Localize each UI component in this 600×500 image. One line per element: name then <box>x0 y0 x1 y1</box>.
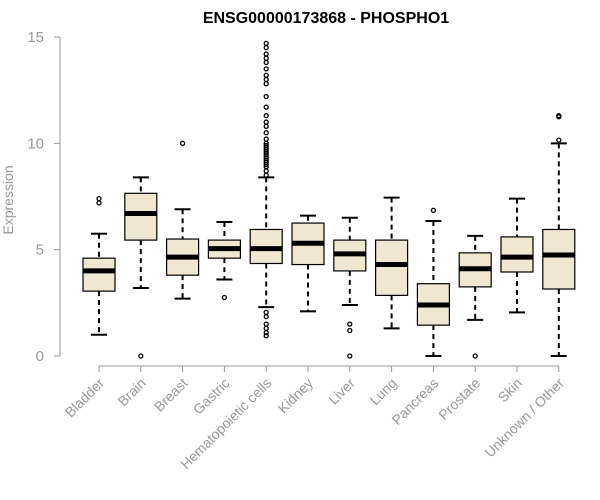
x-tick-label: Kidney <box>275 375 317 417</box>
outlier-point <box>263 113 269 119</box>
outlier-point <box>263 66 269 72</box>
y-tick-label: 15 <box>27 29 44 46</box>
outlier-point <box>263 168 269 174</box>
box-skin <box>500 197 534 314</box>
outlier-point <box>556 137 562 143</box>
outlier-point <box>263 119 269 125</box>
box-pancreas <box>416 207 450 357</box>
outlier-point <box>263 51 269 57</box>
x-tick-label: Breast <box>151 375 191 415</box>
outlier-point <box>263 321 269 327</box>
outlier-point <box>263 309 269 316</box>
outlier-point <box>96 195 102 202</box>
outlier-point <box>263 130 269 136</box>
box-liver <box>333 216 367 359</box>
outlier-point <box>263 76 269 83</box>
outlier-point <box>263 123 269 129</box>
x-tick-label: Bladder <box>62 375 108 421</box>
outlier-point <box>263 329 269 336</box>
outlier-point <box>263 136 269 142</box>
box-bladder <box>82 195 116 336</box>
axes: 0 5 10 15 <box>27 29 560 372</box>
outlier-point <box>263 172 269 178</box>
box-brain <box>124 176 158 359</box>
iqr-box <box>500 236 534 273</box>
outlier-point <box>347 353 353 359</box>
outlier-point <box>263 333 269 339</box>
outlier-point <box>347 321 353 327</box>
outlier-point <box>138 353 144 359</box>
y-tick-label: 10 <box>27 135 44 152</box>
outlier-point <box>263 93 269 100</box>
boxes-layer <box>82 40 576 359</box>
box-prostate <box>458 234 492 359</box>
outlier-point <box>263 142 269 149</box>
x-tick-label: Lung <box>366 375 399 408</box>
box-hematopoietic-cells <box>249 40 283 339</box>
outlier-point <box>263 72 269 78</box>
outlier-point <box>263 81 269 87</box>
outlier-point <box>221 294 228 301</box>
box-gastric <box>207 221 241 301</box>
iqr-box <box>82 257 116 292</box>
x-tick-label: Brain <box>114 375 148 409</box>
outlier-point <box>556 113 562 119</box>
x-tick-label: Liver <box>325 375 358 408</box>
y-tick-label: 5 <box>36 242 44 259</box>
iqr-box <box>375 239 409 296</box>
outlier-point <box>263 55 269 61</box>
outlier-point <box>263 40 269 47</box>
box-kidney <box>291 214 325 313</box>
box-breast <box>166 140 200 300</box>
x-tick-label: Prostate <box>435 375 483 423</box>
box-lung <box>375 196 409 330</box>
y-axis-label: Expression <box>0 165 16 234</box>
outlier-point <box>263 59 269 66</box>
outlier-point <box>96 200 102 206</box>
y-tick-label: 0 <box>36 348 44 365</box>
outlier-point <box>472 353 478 359</box>
outlier-point <box>430 207 437 213</box>
chart-title: ENSG00000173868 - PHOSPHO1 <box>203 10 449 27</box>
outlier-point <box>263 104 269 110</box>
iqr-box <box>124 192 158 241</box>
outlier-point <box>347 327 353 334</box>
x-tick-label: Skin <box>495 375 526 406</box>
box-unknown-other <box>542 113 576 357</box>
outlier-point <box>263 325 269 332</box>
x-tick-label: Unknown / Other <box>481 375 567 461</box>
iqr-box <box>542 228 576 290</box>
outlier-point <box>263 314 269 320</box>
outlier-point <box>263 44 269 51</box>
outlier-point <box>179 140 186 146</box>
